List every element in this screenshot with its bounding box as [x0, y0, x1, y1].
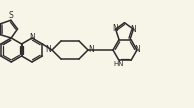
Text: N: N	[113, 24, 119, 33]
Text: N: N	[29, 33, 35, 43]
Text: N: N	[88, 45, 94, 55]
Text: S: S	[9, 11, 13, 20]
Text: N: N	[134, 45, 140, 55]
Text: N: N	[46, 45, 51, 55]
Text: N: N	[131, 25, 136, 34]
Text: HN: HN	[113, 61, 124, 67]
